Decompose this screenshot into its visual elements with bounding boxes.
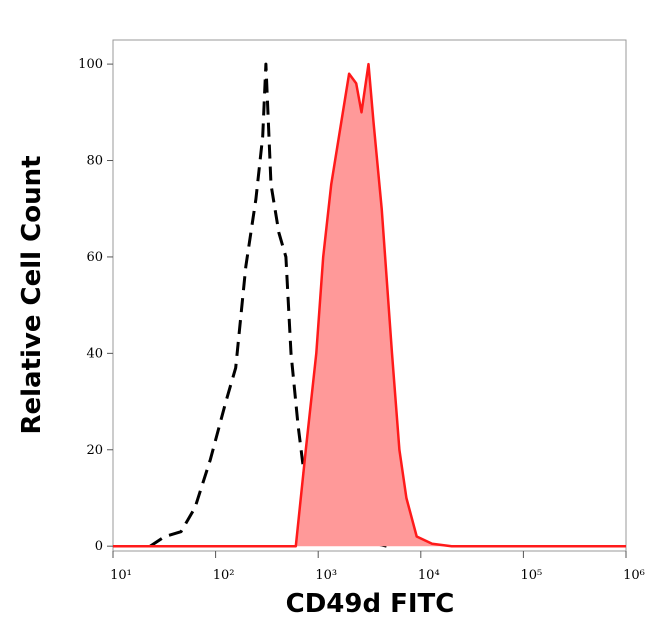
x-tick-label: 10¹	[110, 568, 132, 583]
y-tick-label: 0	[95, 539, 103, 554]
y-tick-label: 80	[86, 154, 103, 169]
y-tick-label: 100	[78, 57, 103, 72]
x-tick-label: 10³	[315, 568, 337, 583]
histogram-line	[113, 62, 626, 548]
histogram-area	[113, 64, 626, 547]
y-axis-title: Relative Cell Count	[17, 155, 47, 434]
x-tick-label: 10⁴	[418, 568, 440, 583]
x-tick-label: 10⁶	[623, 568, 645, 583]
x-axis-title: CD49d FITC	[286, 589, 455, 619]
x-tick-label: 10²	[213, 568, 235, 583]
histogram-line	[149, 62, 388, 548]
y-tick-label: 20	[86, 443, 103, 458]
y-tick-label: 40	[86, 346, 103, 361]
x-tick-label: 10⁵	[521, 568, 543, 583]
plot-frame	[112, 39, 627, 552]
y-tick-label: 60	[86, 250, 103, 265]
